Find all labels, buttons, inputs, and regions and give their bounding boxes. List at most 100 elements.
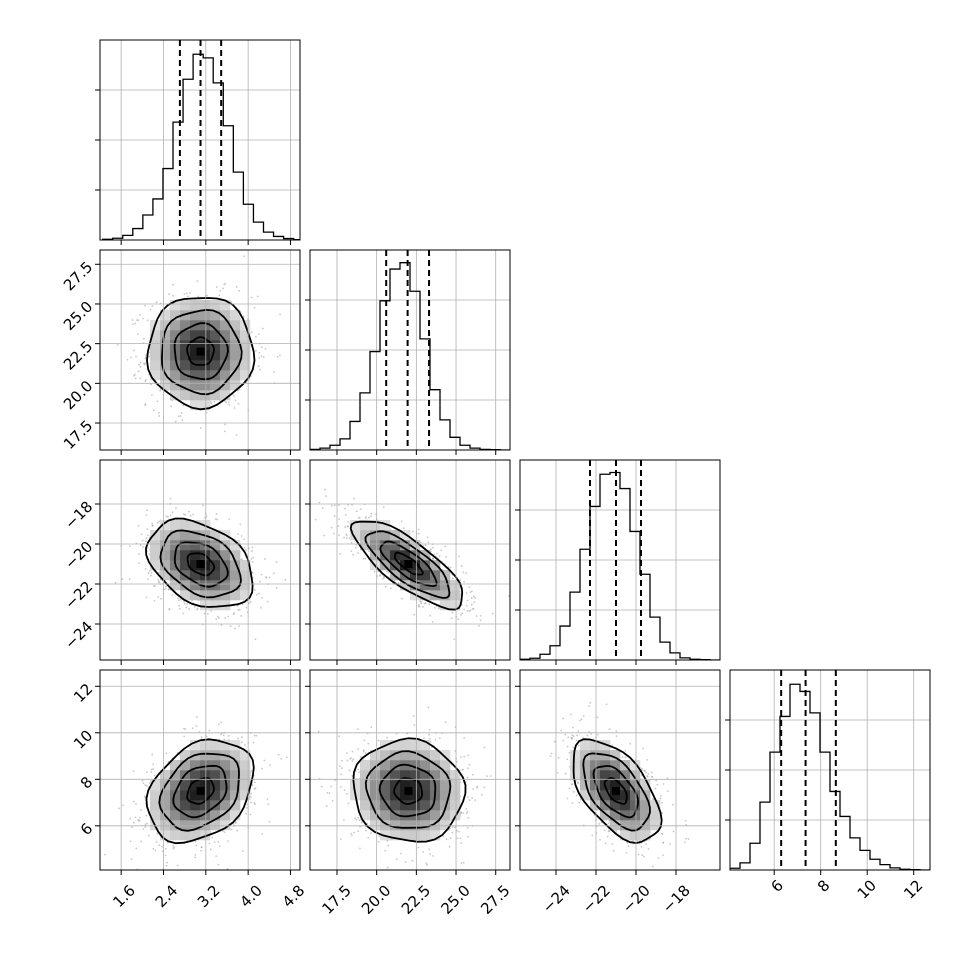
hist-panel-2 [515, 459, 721, 665]
scatter-point [237, 402, 240, 405]
scatter-point [432, 854, 434, 857]
density-cell [620, 820, 631, 831]
scatter-point [347, 503, 350, 506]
density-cell [160, 530, 171, 541]
scatter-point [468, 763, 471, 766]
scatter-point [224, 616, 227, 619]
scatter-point [412, 715, 415, 717]
scatter-point [332, 532, 335, 535]
scatter-point [260, 355, 263, 358]
scatter-point [249, 813, 252, 816]
scatter-point [666, 790, 669, 793]
scatter-point [355, 510, 358, 513]
scatter-point [209, 401, 212, 403]
density-cell [620, 830, 631, 841]
contour-level-1 [592, 765, 640, 819]
scatter-point [146, 528, 149, 531]
scatter-point [590, 732, 592, 735]
scatter-point [152, 763, 155, 766]
scatter-point [420, 602, 423, 605]
scatter-point [370, 726, 373, 729]
x-tick-label: 25.0 [438, 881, 474, 917]
scatter-point [165, 515, 168, 518]
scatter-point [181, 419, 184, 421]
x-tick-label: −22 [579, 881, 614, 916]
density-cell [420, 770, 431, 781]
scatter-point [141, 779, 144, 782]
scatter-point [261, 832, 264, 835]
density-cell [450, 600, 461, 611]
panel-frame [309, 249, 511, 451]
density-cell [190, 340, 201, 351]
scatter-point [197, 295, 200, 298]
scatter-point [145, 771, 148, 774]
scatter-point [248, 602, 250, 605]
density-cell [610, 800, 621, 811]
panel-frame [309, 459, 511, 661]
scatter-point [422, 850, 425, 853]
scatter-point [652, 798, 655, 801]
scatter-point [460, 842, 463, 844]
scatter-point [358, 771, 360, 774]
density-cell [580, 790, 591, 801]
contour-level-2 [158, 752, 240, 832]
density-cell [410, 800, 421, 811]
scatter-point [426, 536, 429, 539]
density-cell [190, 810, 201, 821]
scatter-point [174, 420, 177, 423]
scatter-point [346, 534, 348, 537]
scatter-point [427, 541, 430, 544]
scatter-point [138, 363, 140, 366]
scatter-point [144, 784, 147, 786]
density-cell [210, 330, 221, 341]
scatter-point [256, 295, 259, 298]
scatter-point [572, 746, 574, 749]
density-cell [420, 810, 431, 821]
density-cell [220, 810, 231, 821]
density-cell [210, 320, 221, 331]
scatter-point [474, 597, 476, 599]
x-tick-label: 27.5 [477, 881, 513, 917]
scatter-point [378, 574, 381, 577]
scatter-point [344, 526, 347, 528]
density-cell [220, 580, 231, 591]
scatter-point [220, 721, 223, 724]
density-cell [420, 570, 431, 581]
scatter-point [447, 566, 450, 568]
contour-level-3 [146, 297, 256, 411]
density-cell [610, 790, 621, 801]
density-cell [240, 760, 251, 771]
scatter-point [491, 612, 494, 615]
density-cell [180, 350, 191, 361]
density-cell [360, 790, 371, 801]
scatter-point [267, 803, 270, 806]
y-tick-label: −22 [61, 578, 96, 613]
x-tick-label: 12 [900, 876, 926, 902]
density-cell [360, 540, 371, 551]
density-cell [170, 570, 181, 581]
scatter-point [468, 586, 471, 589]
density-cell [450, 590, 461, 601]
scatter-point [373, 570, 376, 573]
scatter-point [641, 854, 644, 856]
scatter-point [656, 783, 659, 786]
scatter-point [449, 566, 452, 569]
scatter-point [145, 596, 148, 599]
density-cell [220, 570, 231, 581]
scatter-point [129, 840, 132, 843]
scatter-point [486, 775, 488, 777]
scatter-point [341, 759, 344, 762]
scatter-point [356, 728, 359, 731]
density-cell [200, 560, 211, 571]
density-cell [580, 760, 591, 771]
scatter-point [240, 535, 243, 537]
scatter-point [275, 561, 278, 564]
density-cell [210, 380, 221, 391]
scatter-point [200, 849, 203, 852]
density-cell [180, 540, 191, 551]
density-cell [210, 550, 221, 561]
density-cell [200, 600, 211, 611]
y-tick-label: −18 [61, 498, 96, 533]
scatter-point [662, 783, 665, 785]
scatter-point [140, 533, 143, 536]
